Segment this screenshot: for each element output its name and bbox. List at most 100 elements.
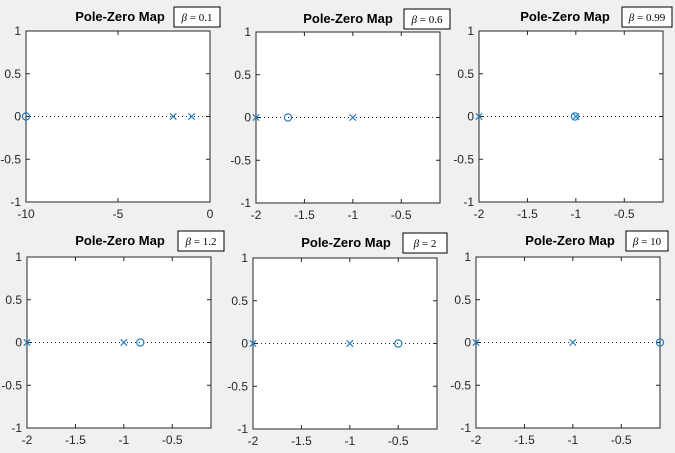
beta-symbol: β (413, 238, 420, 250)
pole-marker (169, 112, 177, 121)
pole-marker (187, 112, 196, 121)
x-tick-label: -1.5 (291, 434, 312, 448)
beta-symbol: β (628, 12, 635, 24)
pole-zero-panel-4: -1 -0.5 0 0.5 1 -2 -1.5 -1 -0.5 Pole-Zero Map β = … (1, 230, 225, 447)
pole-stroke (346, 339, 354, 348)
beta-annotation-box (402, 232, 448, 254)
x-tick-label: -1 (568, 433, 579, 447)
pole-marker (120, 338, 128, 347)
y-tick-label: 0.5 (234, 68, 251, 82)
y-tick-label: 1 (244, 25, 251, 39)
chart-title: Pole-Zero Map (301, 235, 391, 250)
pole-marker (23, 338, 31, 347)
x-tick-label: -2 (22, 433, 33, 447)
pole-zero-panel-2: -1 -0.5 0 0.5 1 -2 -1.5 -1 -0.5 Pole-Zero Map β = … (230, 8, 451, 222)
beta-annotation: β = 10 (632, 236, 662, 248)
chart-title: Pole-Zero Map (520, 9, 610, 24)
pole-marker (572, 112, 580, 121)
x-tick-label: -10 (17, 207, 35, 221)
x-tick-label: -1.5 (514, 433, 535, 447)
beta-annotation: β = 0.6 (411, 14, 443, 26)
pole-stroke (120, 338, 128, 347)
beta-annotation: β = 2 (413, 238, 437, 250)
y-tick-label: -0.5 (450, 378, 471, 392)
beta-value: = 2 (419, 238, 436, 250)
chart-title: Pole-Zero Map (75, 9, 165, 24)
x-tick-label: -2 (471, 433, 482, 447)
y-tick-label: -0.5 (227, 379, 248, 393)
y-tick-label: -0.5 (0, 152, 21, 166)
beta-symbol: β (411, 14, 418, 26)
y-tick-label: 0 (241, 337, 248, 351)
x-tick-label: -1 (571, 207, 582, 221)
beta-value: = 10 (638, 236, 661, 248)
beta-annotation: β = 0.1 (181, 12, 213, 24)
beta-value: = 0.99 (634, 12, 665, 24)
pole-stroke (569, 338, 577, 347)
y-tick-label: 0 (467, 110, 474, 124)
y-tick-label: -1 (237, 422, 248, 436)
y-tick-label: 0 (244, 111, 251, 125)
y-tick-label: 0 (464, 336, 471, 350)
x-tick-label: -1.5 (294, 208, 315, 222)
x-tick-label: -0.5 (391, 208, 412, 222)
chart-title: Pole-Zero Map (525, 233, 615, 248)
x-tick-label: -0.5 (388, 434, 409, 448)
x-tick-label: -0.5 (611, 433, 632, 447)
pole-marker (252, 113, 260, 122)
y-tick-label: -0.5 (453, 152, 474, 166)
x-tick-label: -0.5 (162, 433, 183, 447)
pole-marker (349, 113, 357, 122)
pole-marker (475, 112, 483, 121)
beta-value: = 1.2 (191, 236, 216, 248)
y-tick-label: 0 (14, 110, 21, 124)
y-tick-label: 0 (15, 336, 22, 350)
beta-annotation-box (625, 230, 669, 252)
pole-stroke (249, 339, 257, 348)
chart-title: Pole-Zero Map (303, 11, 393, 26)
pole-marker (472, 338, 480, 347)
y-tick-label: 0.5 (457, 67, 474, 81)
x-tick-label: -2 (251, 208, 262, 222)
beta-value: = 0.6 (417, 14, 443, 26)
beta-annotation: β = 0.99 (628, 12, 666, 24)
beta-annotation-box (173, 6, 221, 28)
y-tick-label: 0.5 (5, 293, 22, 307)
y-tick-label: 0.5 (4, 67, 21, 81)
pole-marker (569, 338, 577, 347)
y-tick-label: 1 (15, 250, 22, 264)
zero-marker (283, 113, 293, 122)
zero-marker (655, 338, 665, 347)
y-tick-label: -1 (460, 421, 471, 435)
beta-annotation-box (403, 8, 451, 30)
pole-stroke (572, 112, 580, 121)
pole-stroke (475, 112, 483, 121)
y-tick-label: -1 (463, 195, 474, 209)
beta-annotation-box (177, 230, 225, 252)
pole-stroke (349, 113, 357, 122)
x-tick-label: -1.5 (517, 207, 538, 221)
pole-zero-panel-5: -1 -0.5 0 0.5 1 -2 -1.5 -1 -0.5 Pole-Zero Map β = … (227, 232, 448, 448)
y-tick-label: 0.5 (454, 293, 471, 307)
pole-stroke (187, 112, 196, 121)
x-tick-label: -1 (119, 433, 130, 447)
y-tick-label: 1 (464, 250, 471, 264)
beta-value: = 0.1 (187, 12, 212, 24)
beta-symbol: β (181, 12, 188, 24)
beta-symbol: β (185, 236, 192, 248)
beta-annotation-box (621, 6, 673, 28)
pole-marker (346, 339, 354, 348)
pole-zero-panel-1: -1 -0.5 0 0.5 1 -10 -5 0 Pole-Zero Map β = 0.1 (0, 6, 221, 221)
chart-title: Pole-Zero Map (75, 233, 165, 248)
y-tick-label: -1 (240, 196, 251, 210)
zero-marker (570, 112, 580, 121)
y-tick-label: -1 (11, 421, 22, 435)
zero-marker (394, 339, 403, 348)
x-tick-label: -1 (345, 434, 356, 448)
x-tick-label: -5 (113, 207, 124, 221)
pole-zero-panel-3: -1 -0.5 0 0.5 1 -2 -1.5 -1 -0.5 Pole-Zero Map β = … (453, 6, 673, 221)
zero-marker (21, 112, 31, 121)
pole-stroke (472, 338, 480, 347)
y-tick-label: 1 (14, 24, 21, 38)
